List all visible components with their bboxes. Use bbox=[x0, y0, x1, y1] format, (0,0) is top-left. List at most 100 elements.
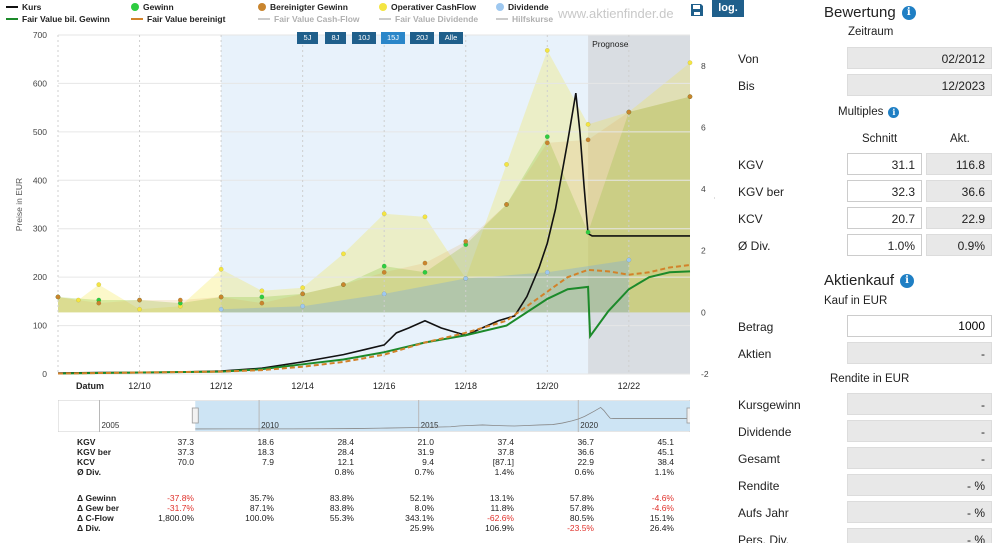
table-cell: 22.9 bbox=[577, 457, 594, 467]
x-tick-label: 12/18 bbox=[454, 381, 477, 391]
table-cell: -4.6% bbox=[651, 503, 674, 513]
y-tick-label: 300 bbox=[33, 224, 47, 234]
table-cell: -31.7% bbox=[167, 503, 194, 513]
kennzahl-point bbox=[340, 282, 346, 288]
highlight-band bbox=[221, 35, 589, 374]
kennzahl-point bbox=[96, 300, 102, 306]
legend-swatch bbox=[258, 3, 266, 11]
aktienkauf-heading: Aktienkauf i bbox=[824, 272, 915, 289]
site-watermark: www.aktienfinder.de bbox=[558, 6, 674, 21]
legend-item-fair-value-dividende[interactable]: Fair Value Dividende bbox=[379, 14, 478, 24]
kennzahl-point bbox=[259, 300, 265, 306]
range-button-alle[interactable]: Alle bbox=[439, 32, 463, 44]
table-cell: -4.6% bbox=[651, 493, 674, 503]
kennzahl-point bbox=[177, 297, 183, 303]
x-tick-label: Datum bbox=[76, 381, 104, 391]
rendite-field: - bbox=[847, 393, 992, 415]
range-button-15j[interactable]: 15J bbox=[381, 32, 405, 44]
kennzahl-point bbox=[422, 214, 428, 220]
schnitt-header: Schnitt bbox=[862, 133, 898, 145]
legend-item-kurs[interactable]: Kurs bbox=[6, 2, 41, 12]
kennzahl-point bbox=[96, 282, 102, 288]
legend-item-hilfskurse[interactable]: Hilfskurse bbox=[496, 14, 553, 24]
range-button-10j[interactable]: 10J bbox=[352, 32, 376, 44]
legend-item-gewinn[interactable]: Gewinn bbox=[131, 2, 174, 12]
betrag-input[interactable] bbox=[847, 315, 992, 337]
table-cell: 55.3% bbox=[329, 513, 354, 523]
kennzahl-point bbox=[626, 257, 632, 263]
table-cell: 87.1% bbox=[249, 503, 274, 513]
legend-swatch bbox=[379, 18, 391, 20]
info-icon[interactable]: i bbox=[901, 5, 916, 20]
navigator-selection bbox=[195, 401, 690, 431]
navigator-handle bbox=[191, 407, 199, 424]
table-row: Δ C-Flow 1,800.0% 100.0% 55.3% 343.1% -62.6% 8… bbox=[0, 513, 700, 523]
kennzahl-point bbox=[585, 137, 591, 143]
kennzahl-area bbox=[58, 50, 690, 313]
legend-swatch bbox=[496, 18, 508, 20]
range-button-5j[interactable]: 5J bbox=[297, 32, 318, 44]
table-cell: 57.8% bbox=[569, 493, 594, 503]
rendite-label: Kursgewinn bbox=[738, 398, 801, 412]
table-row: Δ Gew ber -31.7% 87.1% 83.8% 8.0% 11.8% 57.8% -… bbox=[0, 503, 700, 513]
legend-item-dividende[interactable]: Dividende bbox=[496, 2, 549, 12]
x-tick-label: 12/20 bbox=[536, 381, 559, 391]
prognose-band bbox=[588, 35, 690, 374]
legend-item-operativer-cashflow[interactable]: Operativer CashFlow bbox=[379, 2, 476, 12]
multiples-heading: Multiples i bbox=[838, 106, 900, 118]
y-tick-label: 200 bbox=[33, 272, 47, 282]
betrag-label: Betrag bbox=[738, 320, 774, 334]
table-row: Δ Div. 25.9% 106.9% -23.5% 26.4% bbox=[0, 523, 700, 533]
legend-item-bereinigter-gewinn[interactable]: Bereinigter Gewinn bbox=[258, 2, 348, 12]
table-cell: 0.7% bbox=[414, 467, 434, 477]
info-icon[interactable]: i bbox=[888, 106, 900, 118]
info-icon[interactable]: i bbox=[900, 273, 915, 288]
kennzahl-point bbox=[300, 303, 306, 309]
legend-item-fair-value-cashflow[interactable]: Fair Value Cash-Flow bbox=[258, 14, 360, 24]
save-icon[interactable] bbox=[690, 3, 704, 17]
multiple-schnitt-field[interactable]: 32.3 bbox=[847, 180, 922, 202]
multiple-akt-field: 36.6 bbox=[926, 180, 992, 202]
rendite-field: - bbox=[847, 447, 992, 469]
multiple-schnitt-field[interactable]: 31.1 bbox=[847, 153, 922, 175]
rendite-field: - % bbox=[847, 501, 992, 523]
kennzahl-point bbox=[55, 294, 61, 300]
range-button-8j[interactable]: 8J bbox=[325, 32, 346, 44]
bis-field[interactable]: 12/2023 bbox=[847, 74, 992, 96]
table-cell: 80.5% bbox=[569, 513, 594, 523]
y-tick-label: 0 bbox=[42, 369, 47, 379]
log-button[interactable]: log. bbox=[712, 0, 744, 17]
range-button-20j[interactable]: 20J bbox=[410, 32, 434, 44]
table-cell: [87.1] bbox=[492, 457, 514, 467]
table-cell: 37.3 bbox=[177, 437, 194, 447]
rendite-label: Gesamt bbox=[738, 452, 781, 466]
chart-legend: Kurs Fair Value bil. Gewinn Gewinn Fair … bbox=[6, 2, 566, 26]
multiple-schnitt-field[interactable]: 1.0% bbox=[847, 234, 922, 256]
legend-item-fair-value-gewinn[interactable]: Fair Value bil. Gewinn bbox=[6, 14, 110, 24]
kennzahl-point bbox=[381, 291, 387, 297]
table-row-label: Δ Div. bbox=[77, 523, 101, 533]
kennzahl-point bbox=[626, 109, 632, 115]
multiple-akt-field: 22.9 bbox=[926, 207, 992, 229]
kennzahl-point bbox=[137, 297, 142, 303]
von-field[interactable]: 02/2012 bbox=[847, 47, 992, 69]
aktien-label: Aktien bbox=[738, 347, 772, 361]
table-cell: 28.4 bbox=[337, 447, 354, 457]
y2-tick-label: 8 bbox=[701, 61, 706, 71]
kennzahl-point bbox=[585, 229, 591, 235]
kauf-label: Kauf in EUR bbox=[824, 295, 888, 307]
table-cell: 37.8 bbox=[497, 447, 514, 457]
kennzahl-point bbox=[504, 161, 509, 167]
akt-header: Akt. bbox=[950, 133, 970, 145]
range-navigator[interactable]: 2005 2010 2015 2020 bbox=[58, 400, 690, 432]
multiple-akt-field: 0.9% bbox=[926, 234, 992, 256]
bewertung-heading: Bewertung i bbox=[824, 4, 916, 21]
kennzahl-point bbox=[544, 47, 550, 53]
table-cell: 36.6 bbox=[577, 447, 594, 457]
table-cell: 18.6 bbox=[257, 437, 274, 447]
kennzahl-point bbox=[300, 291, 306, 297]
table-cell: 0.6% bbox=[574, 467, 594, 477]
multiple-schnitt-field[interactable]: 20.7 bbox=[847, 207, 922, 229]
legend-item-fair-value-bereinigt[interactable]: Fair Value bereinigt bbox=[131, 14, 225, 24]
price-chart[interactable]: Prognose 0 100 200 300 400 500 600 700 -2 0 2 4 6 8 Da… bbox=[0, 30, 715, 395]
